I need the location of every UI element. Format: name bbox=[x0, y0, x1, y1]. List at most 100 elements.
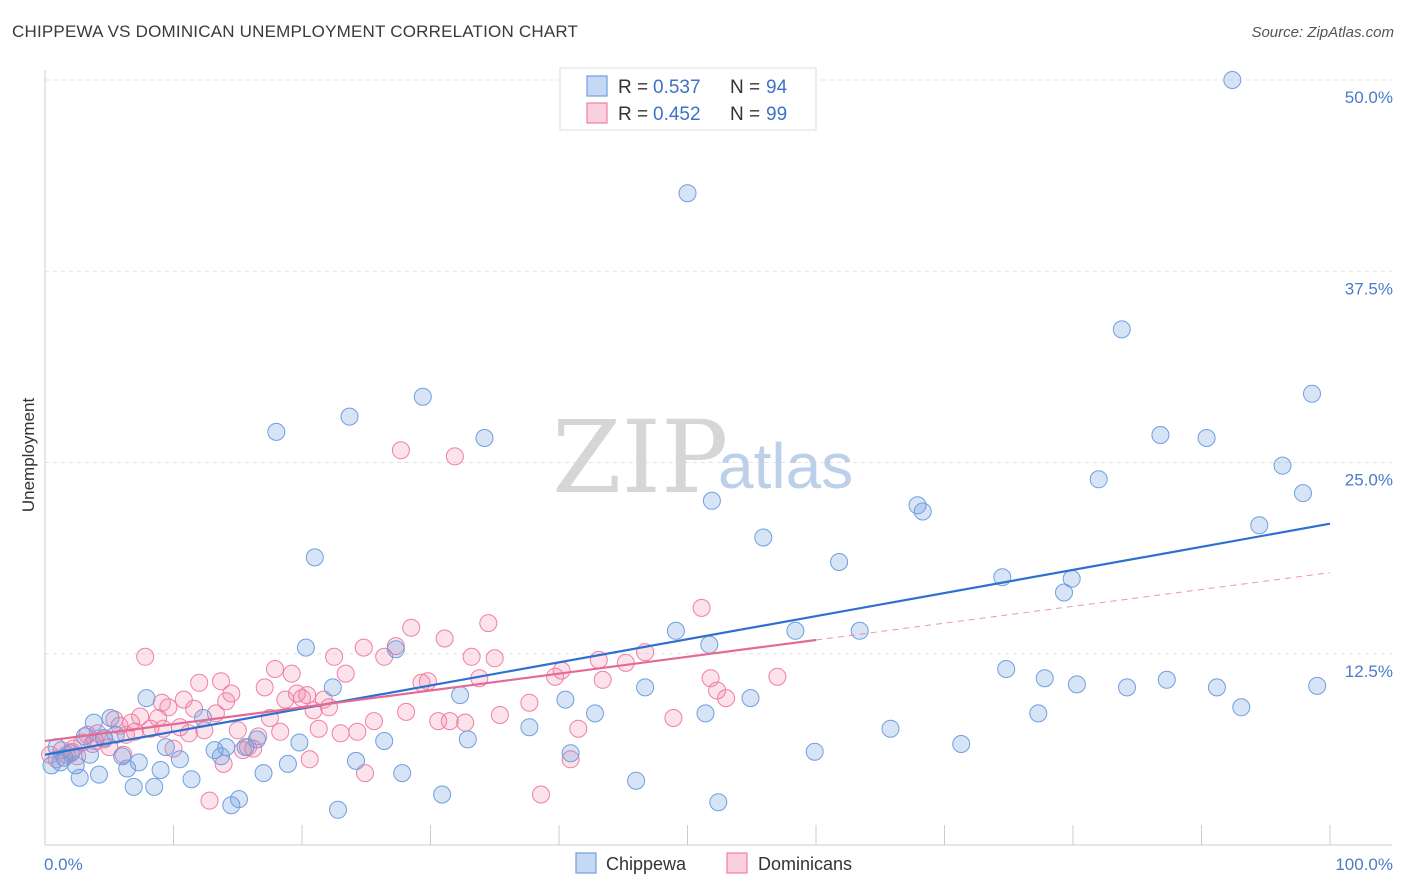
chippewa-point bbox=[666, 621, 685, 640]
dominicans-point bbox=[336, 664, 355, 683]
chippewa-point bbox=[1151, 426, 1170, 444]
chippewa-point bbox=[1232, 698, 1251, 717]
chippewa-point bbox=[520, 718, 539, 737]
x-tick-label: 0.0% bbox=[44, 855, 83, 874]
chippewa-point bbox=[217, 738, 236, 757]
bottom-legend-swatch-dominicans bbox=[726, 852, 748, 874]
chippewa-point bbox=[1294, 484, 1312, 503]
chippewa-point bbox=[124, 777, 143, 796]
chippewa-point bbox=[786, 621, 805, 640]
chippewa-point bbox=[290, 733, 309, 752]
chippewa-point bbox=[1207, 678, 1226, 697]
legend-swatch-dominicans bbox=[586, 102, 608, 124]
watermark-zip: ZIP bbox=[552, 399, 728, 516]
legend-r-value-chippewa: 0.537 bbox=[653, 77, 701, 98]
chippewa-point bbox=[386, 640, 405, 659]
dominicans-point bbox=[391, 441, 410, 460]
dominicans-point bbox=[402, 618, 421, 637]
dominicans-point bbox=[174, 690, 193, 709]
axes bbox=[44, 70, 1392, 846]
dominicans-point bbox=[249, 727, 268, 746]
legend-r-label-chippewa: R = bbox=[618, 77, 648, 98]
chippewa-point bbox=[702, 491, 721, 510]
chippewa-point bbox=[84, 713, 103, 732]
chippewa-point bbox=[451, 686, 470, 705]
legend-n-label-dominicans: N = bbox=[730, 104, 760, 125]
chippewa-point bbox=[1067, 675, 1086, 694]
bottom-legend-dominicans: Dominicans bbox=[758, 854, 852, 874]
dominicans-point bbox=[190, 673, 209, 692]
bottom-legend-chippewa: Chippewa bbox=[606, 854, 687, 874]
dominicans-point bbox=[300, 750, 319, 769]
chippewa-point bbox=[850, 621, 869, 640]
chippewa-point bbox=[70, 768, 89, 787]
chippewa-point bbox=[433, 785, 452, 804]
legend-n-value-dominicans: 99 bbox=[766, 104, 787, 125]
chippewa-point bbox=[1197, 429, 1216, 447]
dominicans-trend-line bbox=[44, 638, 817, 743]
chart-title: CHIPPEWA VS DOMINICAN UNEMPLOYMENT CORRE… bbox=[12, 22, 579, 41]
chippewa-point bbox=[137, 689, 156, 708]
chippewa-point bbox=[194, 709, 213, 727]
y-tick-label: 50.0% bbox=[1345, 88, 1393, 107]
dominicans-point bbox=[348, 722, 367, 741]
chippewa-point bbox=[805, 742, 824, 761]
x-tick-labels: 0.0% 100.0% bbox=[44, 855, 1393, 874]
trend-lines bbox=[44, 522, 1331, 756]
chippewa-point bbox=[881, 719, 900, 738]
dominicans-point bbox=[456, 713, 475, 732]
top-legend: R = 0.537 N = 94 R = 0.452 N = 99 bbox=[559, 67, 817, 131]
chippewa-point bbox=[90, 765, 108, 784]
chippewa-point bbox=[586, 704, 604, 723]
chippewa-point bbox=[413, 387, 432, 406]
dominicans-point bbox=[244, 739, 263, 758]
data-points bbox=[41, 71, 1327, 819]
legend-r-label-dominicans: R = bbox=[618, 104, 648, 125]
chippewa-trend-line bbox=[44, 522, 1331, 756]
dominicans-point bbox=[200, 791, 219, 810]
dominicans-point bbox=[228, 721, 247, 740]
dominicans-point bbox=[356, 764, 374, 783]
bottom-legend: Chippewa Dominicans bbox=[575, 852, 852, 874]
dominicans-point bbox=[255, 678, 274, 697]
chippewa-point bbox=[754, 528, 773, 547]
dominicans-point bbox=[593, 670, 612, 689]
dominicans-point bbox=[479, 614, 498, 633]
chippewa-point bbox=[952, 735, 971, 753]
dominicans-point bbox=[212, 672, 230, 691]
legend-n-value-chippewa: 94 bbox=[766, 77, 788, 98]
chippewa-point bbox=[254, 764, 273, 783]
chippewa-point bbox=[170, 750, 189, 769]
dominicans-point bbox=[131, 707, 150, 726]
dominicans-point bbox=[520, 693, 539, 712]
dominicans-point bbox=[616, 653, 635, 672]
dominicans-point bbox=[569, 719, 588, 738]
dominicans-point bbox=[325, 647, 344, 666]
dominicans-point bbox=[664, 709, 683, 727]
dominicans-point bbox=[222, 684, 241, 703]
chippewa-point bbox=[709, 793, 728, 812]
dominicans-point bbox=[708, 681, 727, 700]
chippewa-point bbox=[627, 771, 646, 790]
chippewa-point bbox=[267, 422, 286, 441]
dominicans-point bbox=[271, 722, 290, 741]
dominicans-point bbox=[440, 712, 459, 731]
dominicans-point bbox=[768, 667, 787, 686]
chippewa-point bbox=[696, 704, 715, 723]
chippewa-point bbox=[556, 690, 575, 709]
chippewa-point bbox=[296, 638, 315, 657]
chippewa-point bbox=[913, 502, 932, 521]
dominicans-point bbox=[532, 785, 550, 804]
dominicans-point bbox=[266, 660, 284, 678]
chippewa-point bbox=[212, 747, 230, 766]
chippewa-point bbox=[741, 689, 760, 708]
chippewa-point bbox=[1303, 384, 1321, 403]
dominicans-point bbox=[365, 712, 383, 731]
chippewa-point bbox=[113, 747, 132, 766]
dominicans-point bbox=[397, 702, 416, 721]
dominicans-point bbox=[354, 638, 373, 657]
dominicans-point bbox=[164, 739, 183, 758]
chippewa-point bbox=[329, 800, 347, 819]
chippewa-point bbox=[475, 429, 494, 447]
chippewa-point bbox=[1223, 71, 1242, 89]
